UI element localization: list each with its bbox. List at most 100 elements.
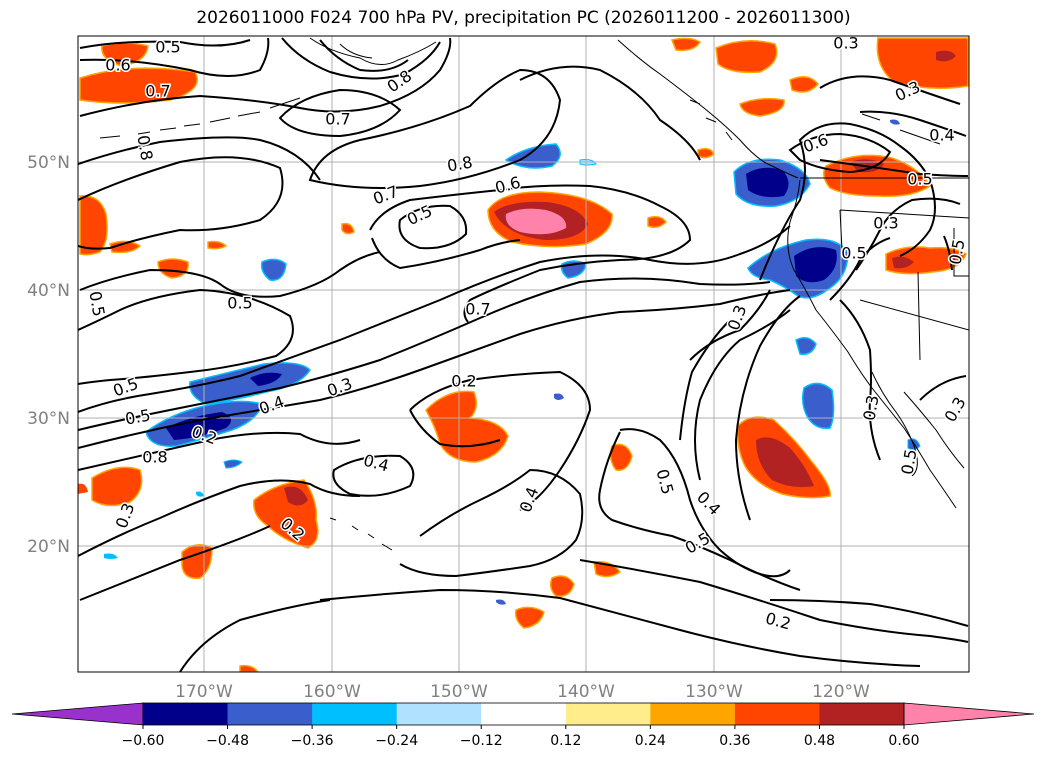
precip-negative-area bbox=[746, 167, 789, 198]
border-states bbox=[839, 209, 969, 361]
pv-contour bbox=[409, 370, 592, 511]
coastlines bbox=[99, 37, 969, 551]
pv-contour bbox=[332, 454, 415, 497]
pv-contour bbox=[79, 251, 381, 298]
lon-axis-labels: 170°W 160°W 150°W 140°W 130°W 120°W bbox=[175, 682, 870, 702]
precip-positive-area bbox=[936, 50, 956, 62]
chart-title: 2026011000 F024 700 hPa PV, precipitatio… bbox=[196, 8, 851, 28]
precip-positive-area bbox=[892, 256, 914, 269]
pv-contour bbox=[369, 184, 692, 323]
pv-contour bbox=[694, 309, 791, 481]
border-us-canada bbox=[800, 113, 969, 179]
colorbar-tick-label: 0.36 bbox=[719, 733, 750, 749]
colorbar-extend-low bbox=[11, 702, 144, 726]
pv-contour bbox=[79, 37, 270, 77]
pv-contour bbox=[79, 525, 271, 601]
pv-contour bbox=[319, 588, 921, 667]
pv-contour bbox=[819, 75, 961, 105]
pv-contours bbox=[78, 37, 969, 672]
precip-positive-area bbox=[109, 240, 142, 254]
plot-frame bbox=[77, 35, 970, 673]
pv-contour bbox=[759, 122, 936, 281]
colorbar-segment bbox=[734, 703, 820, 725]
precip-negative-area bbox=[104, 553, 118, 559]
contour-label: 0.5 bbox=[841, 244, 866, 263]
colorbar-segment bbox=[312, 703, 398, 725]
pv-contour bbox=[281, 37, 441, 80]
pv-contour bbox=[519, 65, 701, 161]
precip-positive-area bbox=[739, 97, 785, 117]
precip-negative-area bbox=[250, 372, 282, 386]
contour-label: 0.5 bbox=[897, 448, 920, 476]
coastline-west-canada bbox=[617, 39, 799, 179]
colorbar-tick-label: 0.12 bbox=[550, 733, 581, 749]
pv-contour bbox=[859, 110, 967, 137]
precip-positive-area bbox=[514, 606, 545, 629]
precip-positive-area bbox=[609, 443, 633, 471]
lon-tick-label: 140°W bbox=[557, 682, 615, 702]
colorbar-segment bbox=[819, 703, 905, 725]
colorbar-tick-label: −0.24 bbox=[375, 733, 418, 749]
contour-label: 0.3 bbox=[873, 214, 898, 233]
pv-contour bbox=[79, 37, 452, 117]
pv-contour bbox=[409, 409, 501, 448]
pv-contour bbox=[769, 599, 969, 627]
pv-contour bbox=[78, 431, 361, 471]
precip-positive-area bbox=[593, 560, 622, 578]
contour-label: 0.7 bbox=[325, 110, 350, 129]
contour-label: 0.5 bbox=[907, 170, 932, 189]
pv-contour bbox=[943, 235, 953, 271]
precip-negative-area bbox=[795, 337, 817, 356]
contour-label: 0.8 bbox=[133, 134, 156, 162]
colorbar: −0.60 −0.48 −0.36 −0.24 −0.12 0.12 0.24 0.36 0.4… bbox=[11, 702, 1035, 749]
precip-positive-area bbox=[697, 147, 715, 159]
precip-positive-area bbox=[670, 37, 702, 52]
colorbar-tick-label: 0.48 bbox=[804, 733, 835, 749]
contour-label: 0.5 bbox=[124, 405, 152, 428]
lat-axis-labels: 50°N 40°N 30°N 20°N bbox=[27, 153, 70, 557]
hawaii bbox=[329, 517, 393, 551]
contour-label: 0.3 bbox=[833, 34, 858, 53]
precip-positive-area bbox=[505, 208, 567, 235]
colorbar-segment bbox=[481, 703, 567, 725]
pv-contour bbox=[79, 39, 251, 49]
lon-tick-label: 150°W bbox=[430, 682, 488, 702]
colorbar-segment bbox=[396, 703, 482, 725]
contour-label: 0.5 bbox=[155, 38, 180, 57]
contour-label: 0.5 bbox=[85, 290, 108, 318]
pv-contour bbox=[679, 319, 731, 441]
pv-contour bbox=[398, 204, 468, 250]
precip-positive-area bbox=[79, 195, 108, 256]
coastline-baja bbox=[871, 371, 965, 477]
colorbar-segment bbox=[565, 703, 651, 725]
pv-contour bbox=[78, 156, 284, 250]
lat-tick-label: 20°N bbox=[27, 537, 70, 557]
pv-contour bbox=[78, 288, 294, 385]
precip-negative-area bbox=[260, 258, 287, 281]
precip-negative-area bbox=[801, 382, 835, 430]
contour-label: 0.5 bbox=[227, 294, 252, 313]
pv-contour bbox=[819, 159, 969, 177]
precip-positive-area bbox=[549, 575, 575, 597]
pv-contour bbox=[399, 468, 584, 578]
pv-contour bbox=[829, 237, 891, 301]
map-plot: 0.50.60.70.80.70.80.60.70.50.50.50.50.50… bbox=[78, 34, 969, 672]
precip-positive-area bbox=[715, 40, 778, 74]
lat-tick-label: 40°N bbox=[27, 281, 70, 301]
precip-negative-area bbox=[794, 247, 837, 283]
colorbar-frame bbox=[142, 702, 905, 726]
precip-positive-area bbox=[78, 483, 88, 494]
pv-contour bbox=[579, 559, 969, 643]
precip-shading bbox=[78, 37, 969, 672]
coastline-alaska bbox=[309, 37, 437, 65]
precip-positive-area bbox=[239, 664, 259, 672]
pv-contour bbox=[788, 132, 892, 174]
precip-positive-area bbox=[284, 486, 308, 506]
lon-tick-label: 130°W bbox=[685, 682, 743, 702]
pv-contour bbox=[78, 225, 791, 413]
pv-contour bbox=[689, 289, 771, 361]
pv-contour bbox=[179, 599, 331, 672]
lon-tick-label: 120°W bbox=[812, 682, 870, 702]
pv-contour bbox=[78, 136, 321, 181]
